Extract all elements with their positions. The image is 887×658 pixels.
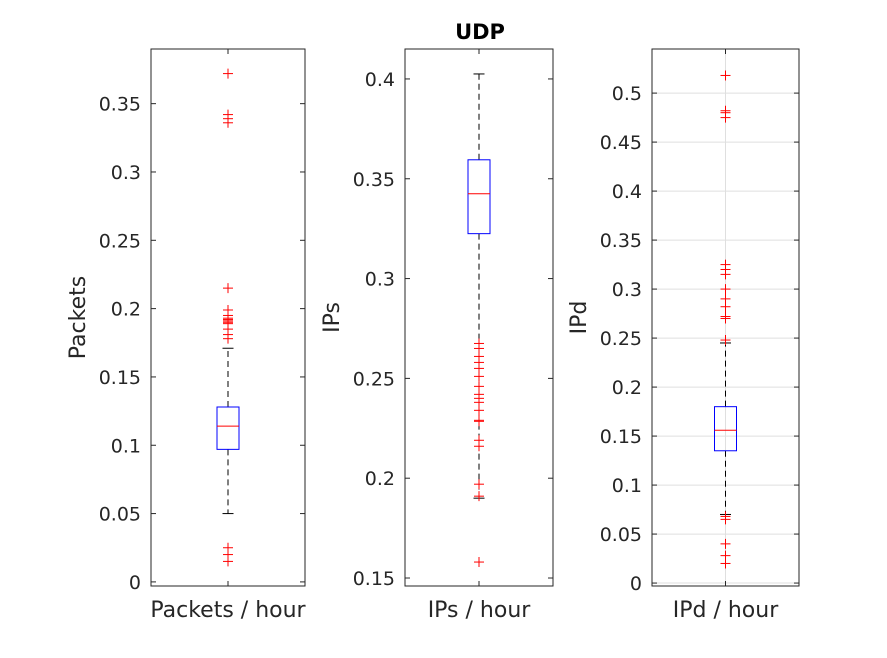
outlier-marker <box>474 491 484 502</box>
y-tick-label: 0.15 <box>600 426 642 448</box>
outlier-marker <box>720 269 731 280</box>
iqr-box <box>467 159 491 235</box>
y-tick-label: 0.2 <box>111 299 141 321</box>
chart-title: UDP <box>455 20 505 44</box>
iqr-box <box>216 406 240 450</box>
outlier-marker <box>720 335 731 346</box>
y-tick-label: 0.15 <box>99 367 141 389</box>
axes-frame <box>404 48 554 587</box>
axes-frame <box>150 48 306 587</box>
y-tick-label: 0.25 <box>600 328 642 350</box>
outlier-marker <box>474 479 484 490</box>
y-tick-label: 0.3 <box>111 162 141 184</box>
subplot-3: 0 0.05 0.1 0.15 0.2 0.25 0.3 0.35 0.4 0.45 0.5 IPd … <box>567 48 800 623</box>
y-tick-label: 0.25 <box>353 368 395 390</box>
y-axis-label: IPs <box>320 302 345 333</box>
x-category-label: IPs / hour <box>428 598 532 623</box>
subplot-group: 0 0.05 0.1 0.15 0.2 0.25 0.3 0.35 Packets / hour… <box>66 48 800 623</box>
outlier-marker <box>474 441 484 452</box>
y-tick-label: 0.05 <box>99 504 141 526</box>
y-tick-label: 0 <box>630 573 642 595</box>
y-tick-label: 0.1 <box>612 475 642 497</box>
axes-frame <box>651 48 800 587</box>
outlier-marker <box>720 558 731 569</box>
y-tick-label: 0.5 <box>612 83 642 105</box>
y-tick-label: 0.4 <box>612 181 642 203</box>
outlier-marker <box>474 371 484 382</box>
outlier-marker <box>223 283 233 294</box>
y-tick-label: 0.4 <box>365 69 395 91</box>
y-tick-label: 0.3 <box>365 269 395 291</box>
y-tick-label: 0.2 <box>612 377 642 399</box>
outlier-marker <box>720 301 731 312</box>
subplot-1: 0 0.05 0.1 0.15 0.2 0.25 0.3 0.35 Packets / hour… <box>66 48 307 623</box>
y-tick-label: 0.05 <box>600 524 642 546</box>
outlier-marker <box>720 313 731 324</box>
y-tick-label: 0.15 <box>353 568 395 590</box>
outlier-marker <box>720 70 731 81</box>
iqr-box <box>714 406 737 452</box>
y-tick-label: 0.35 <box>99 94 141 116</box>
outlier-marker <box>223 117 233 128</box>
y-axis-label: Packets <box>66 276 91 359</box>
outlier-marker <box>720 514 731 525</box>
y-tick-label: 0.35 <box>353 169 395 191</box>
outlier-marker <box>223 556 233 567</box>
y-tick-label: 0.45 <box>600 132 642 154</box>
outlier-marker <box>474 405 484 416</box>
y-tick-label: 0.2 <box>365 468 395 490</box>
outlier-marker <box>720 112 731 123</box>
y-axis-label: IPd <box>567 301 592 335</box>
y-tick-label: 0.25 <box>99 230 141 252</box>
y-tick-label: 0.35 <box>600 230 642 252</box>
outlier-marker <box>474 557 484 568</box>
y-tick-label: 0.3 <box>612 279 642 301</box>
outlier-marker <box>720 538 731 549</box>
y-tick-label: 0.1 <box>111 435 141 457</box>
x-category-label: Packets / hour <box>150 598 306 623</box>
subplot-2: 0.15 0.2 0.25 0.3 0.35 0.4 IPs / hour IPs <box>320 48 554 623</box>
outlier-marker <box>223 68 233 79</box>
outlier-marker <box>223 333 233 344</box>
outlier-marker <box>720 284 731 295</box>
x-category-label: IPd / hour <box>673 598 779 623</box>
outlier-marker <box>474 416 484 427</box>
y-tick-label: 0 <box>129 572 141 594</box>
